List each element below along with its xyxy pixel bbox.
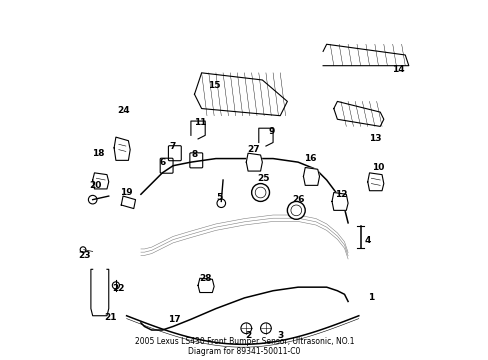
- Polygon shape: [121, 196, 135, 208]
- Text: 2005 Lexus LS430 Front Bumper Sensor, Ultrasonic, NO.1
Diagram for 89341-50011-C: 2005 Lexus LS430 Front Bumper Sensor, Ul…: [135, 337, 353, 356]
- Text: 14: 14: [391, 65, 404, 74]
- Polygon shape: [198, 278, 214, 293]
- Polygon shape: [246, 153, 262, 171]
- Polygon shape: [258, 128, 272, 146]
- Text: 21: 21: [104, 313, 117, 322]
- Circle shape: [287, 202, 305, 219]
- Polygon shape: [194, 73, 287, 116]
- Polygon shape: [141, 158, 347, 330]
- Text: 27: 27: [246, 145, 259, 154]
- Text: 4: 4: [364, 236, 370, 245]
- Text: 18: 18: [92, 149, 104, 158]
- Text: 25: 25: [257, 174, 269, 183]
- Text: 12: 12: [334, 190, 346, 199]
- Polygon shape: [190, 121, 205, 139]
- Polygon shape: [323, 44, 408, 66]
- Text: 2: 2: [244, 331, 251, 340]
- Text: 17: 17: [168, 315, 181, 324]
- Text: 19: 19: [120, 188, 133, 197]
- Text: 10: 10: [371, 163, 384, 172]
- Text: 26: 26: [292, 195, 304, 204]
- Polygon shape: [333, 102, 383, 126]
- Polygon shape: [331, 193, 347, 210]
- Text: 5: 5: [216, 193, 222, 202]
- Text: 23: 23: [78, 251, 91, 260]
- Polygon shape: [93, 173, 108, 189]
- Text: 16: 16: [304, 154, 316, 163]
- Text: 6: 6: [159, 158, 165, 167]
- Polygon shape: [91, 269, 108, 316]
- Text: 3: 3: [277, 331, 283, 340]
- Text: 9: 9: [267, 127, 274, 136]
- Text: 1: 1: [367, 293, 374, 302]
- Text: 28: 28: [199, 274, 211, 283]
- Text: 7: 7: [169, 141, 176, 150]
- Polygon shape: [367, 173, 383, 191]
- Text: 15: 15: [207, 81, 220, 90]
- Text: 13: 13: [368, 134, 380, 143]
- Text: 11: 11: [193, 118, 205, 127]
- Text: 20: 20: [89, 181, 101, 190]
- Text: 22: 22: [112, 284, 125, 293]
- Polygon shape: [114, 137, 130, 160]
- Polygon shape: [303, 167, 319, 185]
- Text: 8: 8: [191, 150, 197, 159]
- Circle shape: [251, 184, 269, 202]
- Text: 24: 24: [117, 106, 130, 115]
